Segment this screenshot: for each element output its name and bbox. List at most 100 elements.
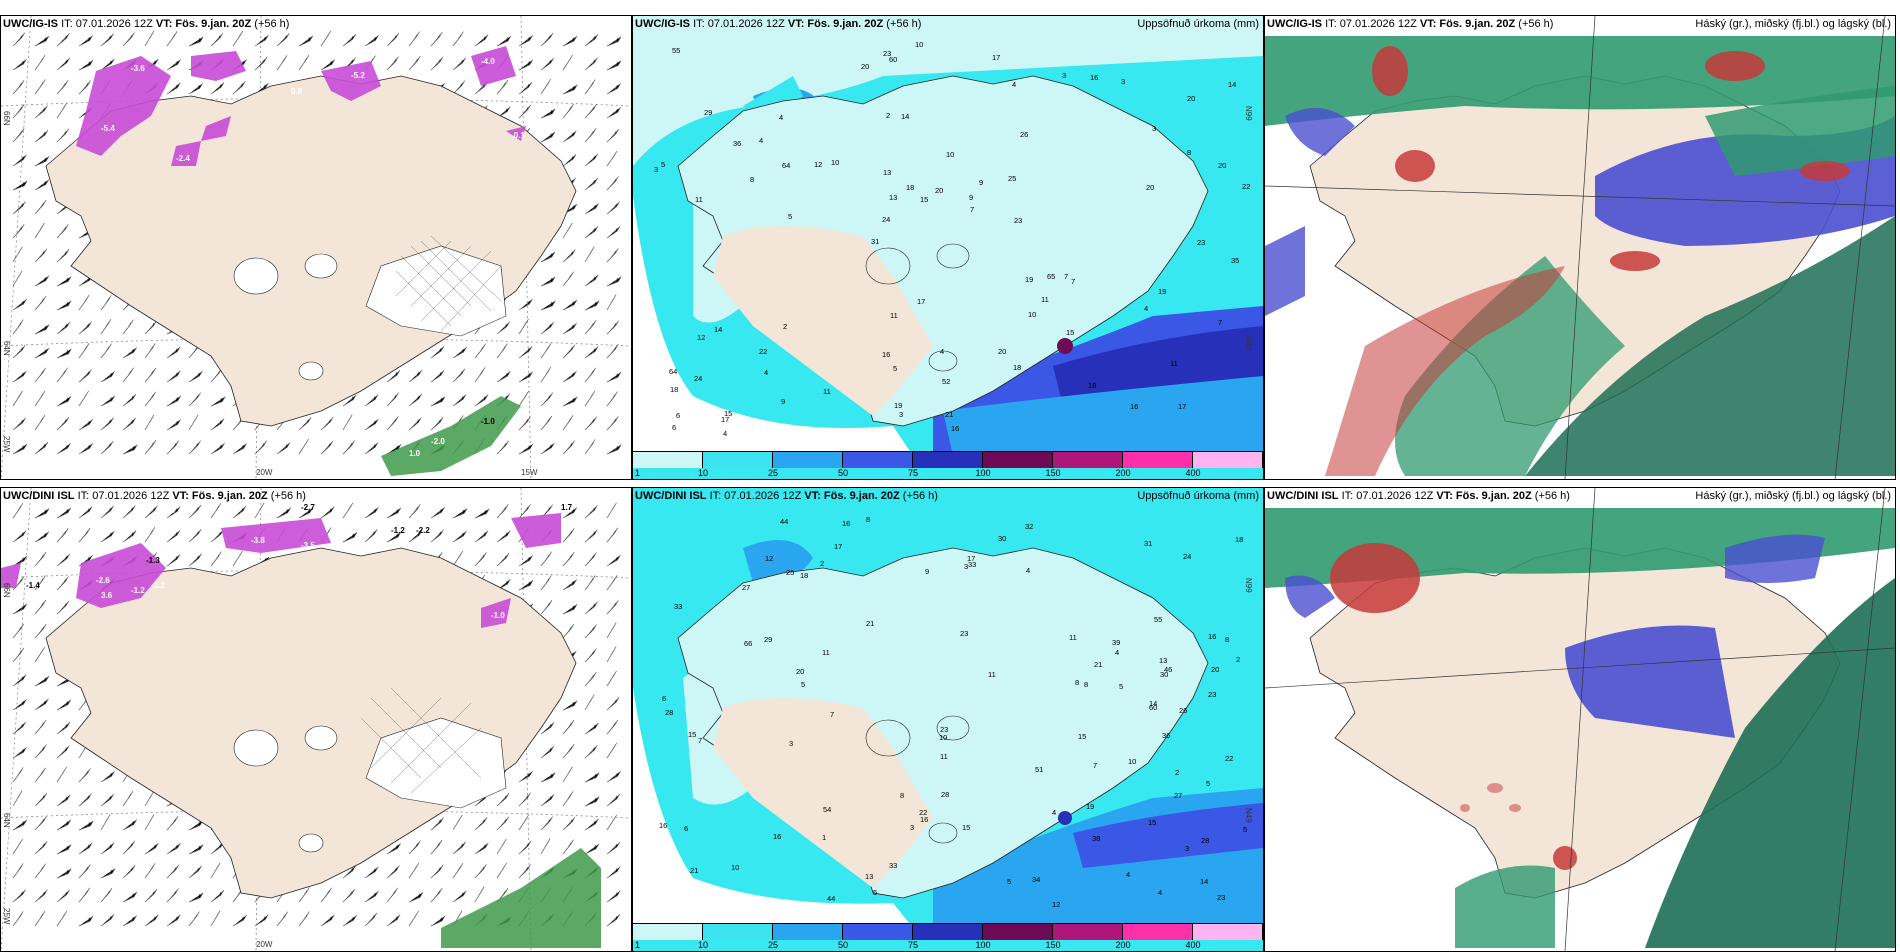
- wind-barb: [430, 817, 444, 831]
- wind-barb: [78, 864, 91, 879]
- precip-map: 1711203126152101410184149729602219824161…: [633, 16, 1263, 479]
- precip-value: 13: [883, 168, 891, 177]
- wind-barb: [144, 888, 158, 903]
- wind-barb: [540, 108, 556, 119]
- wind-barb: [254, 502, 265, 519]
- wind-barb: [34, 646, 46, 663]
- wind-barb: [496, 440, 509, 455]
- wind-barb: [78, 915, 94, 927]
- panel-title: UWC/IG-IS IT: 07.01.2026 12Z VT: Fös. 9.…: [3, 18, 290, 30]
- wind-barb: [12, 104, 25, 119]
- wind-barb: [430, 417, 444, 431]
- wind-barb: [232, 505, 247, 519]
- wind-barb: [430, 507, 445, 519]
- precip-value: 10: [1128, 757, 1136, 766]
- wind-barb: [496, 862, 507, 879]
- wind-barb: [540, 551, 552, 567]
- wind-barb: [562, 322, 577, 335]
- wind-barb: [122, 393, 137, 407]
- wind-barb: [34, 551, 47, 567]
- lat-label: 64N: [2, 813, 11, 828]
- precip-value: 5: [873, 888, 877, 897]
- wind-barb: [364, 418, 379, 431]
- temp-label: -0.1: [511, 131, 525, 140]
- wind-barb: [122, 417, 136, 431]
- wind-barb: [474, 552, 487, 567]
- precip-value: 28: [665, 708, 673, 717]
- wind-barb: [606, 913, 621, 927]
- colorbar-label: 150: [1045, 468, 1061, 478]
- wind-barb: [56, 348, 72, 359]
- wind-barb: [78, 768, 91, 783]
- precip-value: 36: [1162, 731, 1170, 740]
- wind-barb: [386, 56, 399, 71]
- wind-barb: [452, 346, 467, 359]
- wind-barb: [144, 343, 156, 359]
- precip-value: 16: [951, 424, 959, 433]
- wind-barb: [496, 838, 507, 855]
- wind-barb: [144, 30, 155, 47]
- wind-barb: [166, 914, 181, 927]
- wind-barb: [562, 222, 573, 239]
- wind-barb: [540, 32, 554, 47]
- wind-barb: [12, 721, 27, 735]
- wind-barb: [584, 439, 596, 455]
- wind-barb: [56, 819, 72, 831]
- precip-value: 8: [900, 791, 904, 800]
- wind-barb: [34, 199, 47, 215]
- precip-value: 4: [1126, 870, 1130, 879]
- field-title: Háský (gr.), miðský (fj.bl.) og lágský (…: [1695, 18, 1891, 30]
- wind-barb: [562, 700, 578, 711]
- wind-barb: [584, 203, 599, 215]
- wind-barb: [144, 863, 156, 879]
- wind-barb: [34, 441, 49, 455]
- precip-value: 19: [1158, 287, 1166, 296]
- precip-value: 2: [820, 559, 824, 568]
- wind-barb: [562, 415, 574, 431]
- wind-barb: [562, 396, 578, 407]
- wind-barb: [34, 889, 48, 903]
- wind-barb: [100, 530, 115, 543]
- wind-barb: [100, 417, 114, 431]
- wind-barb: [56, 553, 71, 567]
- wind-barb: [342, 915, 357, 927]
- wind-barb: [540, 575, 552, 591]
- wind-barb: [34, 841, 48, 855]
- colorbar-label: 1: [635, 940, 641, 950]
- wind-barb: [606, 176, 619, 191]
- wind-barb: [34, 792, 48, 807]
- wind-barb: [562, 35, 578, 47]
- precip-value: 65: [1047, 272, 1055, 281]
- wind-barb: [12, 674, 27, 687]
- wind-barb: [78, 793, 92, 807]
- wind-barb: [12, 270, 23, 287]
- wind-barb: [364, 506, 379, 519]
- wind-barb: [56, 443, 71, 455]
- precip-value: 25: [1008, 174, 1016, 183]
- precip-value: 33: [968, 560, 976, 569]
- precip-value: 11: [695, 195, 703, 204]
- precip-value: 18: [1088, 381, 1096, 390]
- wind-barb: [320, 914, 335, 927]
- precip-value: 7: [1064, 272, 1068, 281]
- precip-value: 23: [1217, 893, 1225, 902]
- precip-value: 16: [1208, 632, 1216, 641]
- wind-barb: [232, 443, 247, 455]
- wind-barb: [12, 747, 27, 759]
- wind-barb: [606, 248, 619, 263]
- wind-barb: [430, 915, 446, 927]
- wind-barb: [606, 83, 621, 95]
- wind-barb: [584, 57, 598, 71]
- wind-barb: [34, 911, 46, 927]
- colorbar-label: 25: [767, 468, 779, 478]
- wind-barb: [584, 601, 598, 615]
- wind-barb: [540, 131, 556, 143]
- lon-label: 15W: [521, 468, 538, 477]
- wind-barb: [584, 529, 598, 543]
- wind-barb: [210, 418, 225, 431]
- wind-barb: [540, 599, 553, 615]
- precip-value: 4: [1158, 888, 1162, 897]
- precip-value: 4: [779, 113, 783, 122]
- wind-barb: [562, 579, 577, 591]
- wind-barb: [606, 742, 618, 759]
